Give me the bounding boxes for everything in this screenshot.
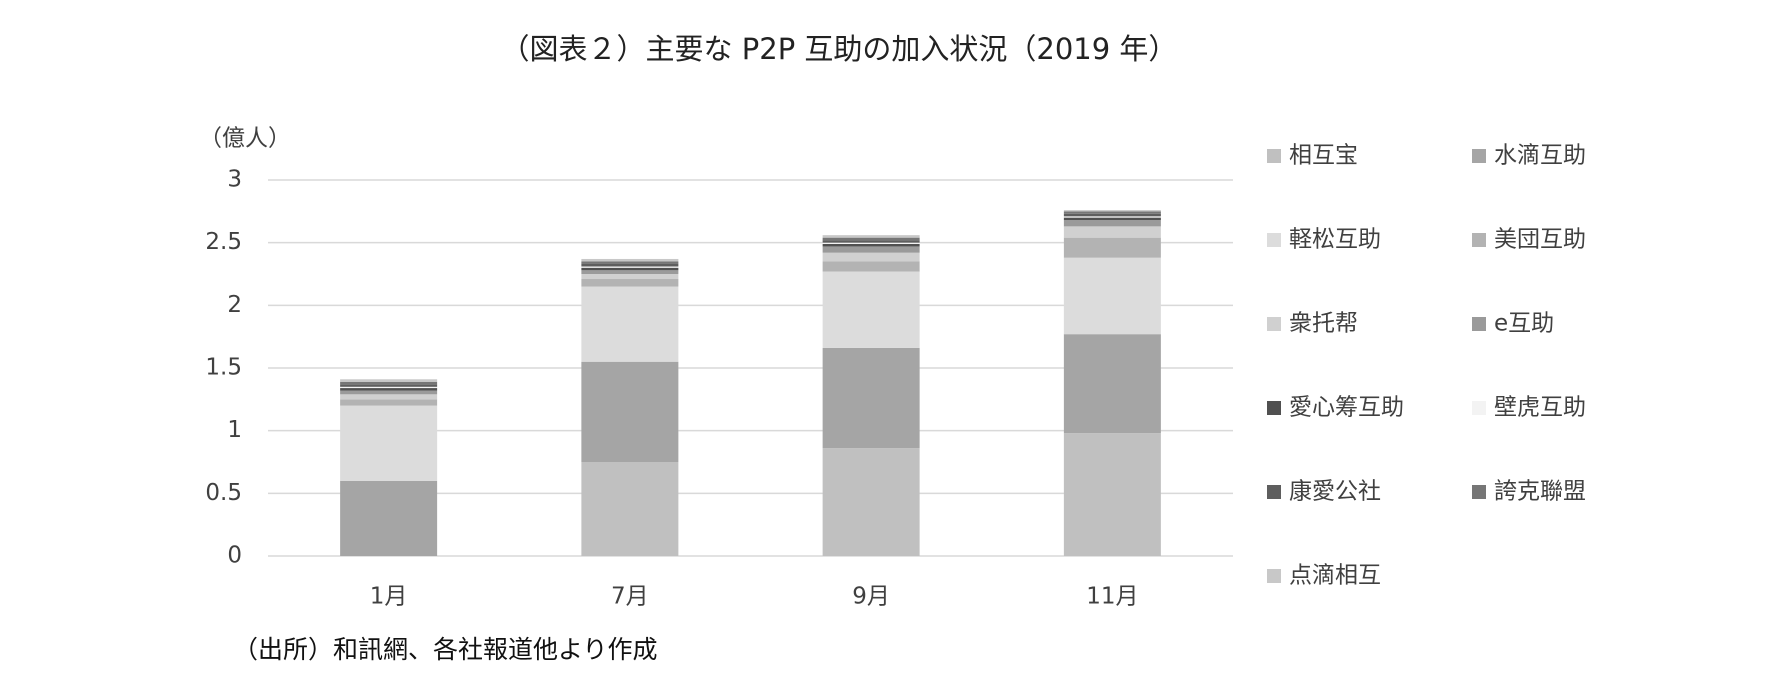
bar-segment — [340, 386, 438, 389]
legend-swatch — [1267, 569, 1281, 583]
bar-segment — [1063, 226, 1161, 238]
bar-segment — [1063, 210, 1161, 212]
legend-swatch — [1267, 401, 1281, 415]
bar-segment — [581, 462, 679, 556]
bar-segment — [1063, 257, 1161, 335]
legend-label: 美団互助 — [1494, 227, 1586, 253]
legend-label: 衆托帮 — [1289, 311, 1358, 337]
bar-segment — [581, 258, 679, 262]
bar-segment — [581, 279, 679, 287]
legend-swatch — [1267, 317, 1281, 331]
bar-segment — [822, 246, 920, 253]
legend-label: 水滴互助 — [1494, 143, 1586, 169]
bar-segment — [581, 274, 679, 280]
bar-segment — [1063, 220, 1161, 227]
bar-segment — [822, 240, 920, 243]
bar-segment — [581, 286, 679, 362]
y-tick-label: 3 — [227, 167, 242, 193]
bar-segment — [581, 361, 679, 462]
legend-label: e互助 — [1494, 311, 1554, 337]
bar-segment — [340, 384, 438, 387]
bar-segment — [581, 263, 679, 267]
source-note: （出所）和訊網、各社報道他より作成 — [233, 635, 658, 664]
bar-segment — [1063, 213, 1161, 217]
bar-segment — [1063, 334, 1161, 434]
bar-segment — [822, 235, 920, 238]
bar-segment — [822, 243, 920, 247]
bar-segment — [581, 266, 679, 268]
bar-segment — [340, 394, 438, 400]
legend-label: 相互宝 — [1289, 143, 1358, 169]
legend-swatch — [1472, 233, 1486, 247]
legend-swatch — [1472, 149, 1486, 163]
bar-segment — [1063, 211, 1161, 214]
chart-title: （図表２）主要な P2P 互助の加入状況（2019 年） — [501, 32, 1178, 66]
bar-segment — [340, 405, 438, 481]
y-tick-label: 0.5 — [205, 480, 242, 506]
x-tick-label: 11月 — [1086, 584, 1138, 610]
bar-segment — [340, 381, 438, 385]
legend-swatch — [1267, 233, 1281, 247]
y-tick-label: 1 — [227, 417, 242, 443]
bar-segment — [340, 390, 438, 395]
bar-segment — [340, 388, 438, 391]
bar-segment — [340, 379, 438, 382]
bar-segment — [1063, 217, 1161, 221]
bar-segment — [822, 237, 920, 241]
bar-segment — [581, 270, 679, 274]
bar-segment — [822, 448, 920, 556]
bar-segment — [1063, 237, 1161, 258]
legend-swatch — [1472, 401, 1486, 415]
legend-swatch — [1267, 149, 1281, 163]
legend-label: 愛心筹互助 — [1289, 395, 1404, 421]
legend-swatch — [1472, 317, 1486, 331]
x-tick-label: 1月 — [370, 584, 408, 610]
bar-segment — [581, 261, 679, 264]
bar-segment — [340, 480, 438, 556]
bar-segment — [581, 267, 679, 271]
y-axis-label: （億人） — [199, 126, 291, 152]
legend-label: 誇克聯盟 — [1494, 479, 1586, 505]
legend-label: 康愛公社 — [1289, 479, 1381, 505]
bar-segment — [822, 271, 920, 348]
y-tick-label: 2 — [227, 292, 242, 318]
bar-segment — [822, 347, 920, 449]
legend-label: 点滴相互 — [1289, 563, 1381, 589]
legend-swatch — [1267, 485, 1281, 499]
bar-segment — [822, 261, 920, 272]
legend-swatch — [1472, 485, 1486, 499]
bar-segment — [822, 252, 920, 262]
y-tick-label: 2.5 — [205, 229, 242, 255]
legend-label: 軽松互助 — [1289, 227, 1381, 253]
bar-segment — [1063, 216, 1161, 218]
x-tick-label: 9月 — [852, 584, 890, 610]
bar-segment — [1063, 433, 1161, 556]
bar-segment — [340, 399, 438, 406]
bar-segment — [822, 242, 920, 244]
x-tick-label: 7月 — [611, 584, 649, 610]
y-tick-label: 1.5 — [205, 355, 242, 381]
legend-label: 壁虎互助 — [1494, 395, 1586, 421]
y-tick-label: 0 — [227, 543, 242, 569]
